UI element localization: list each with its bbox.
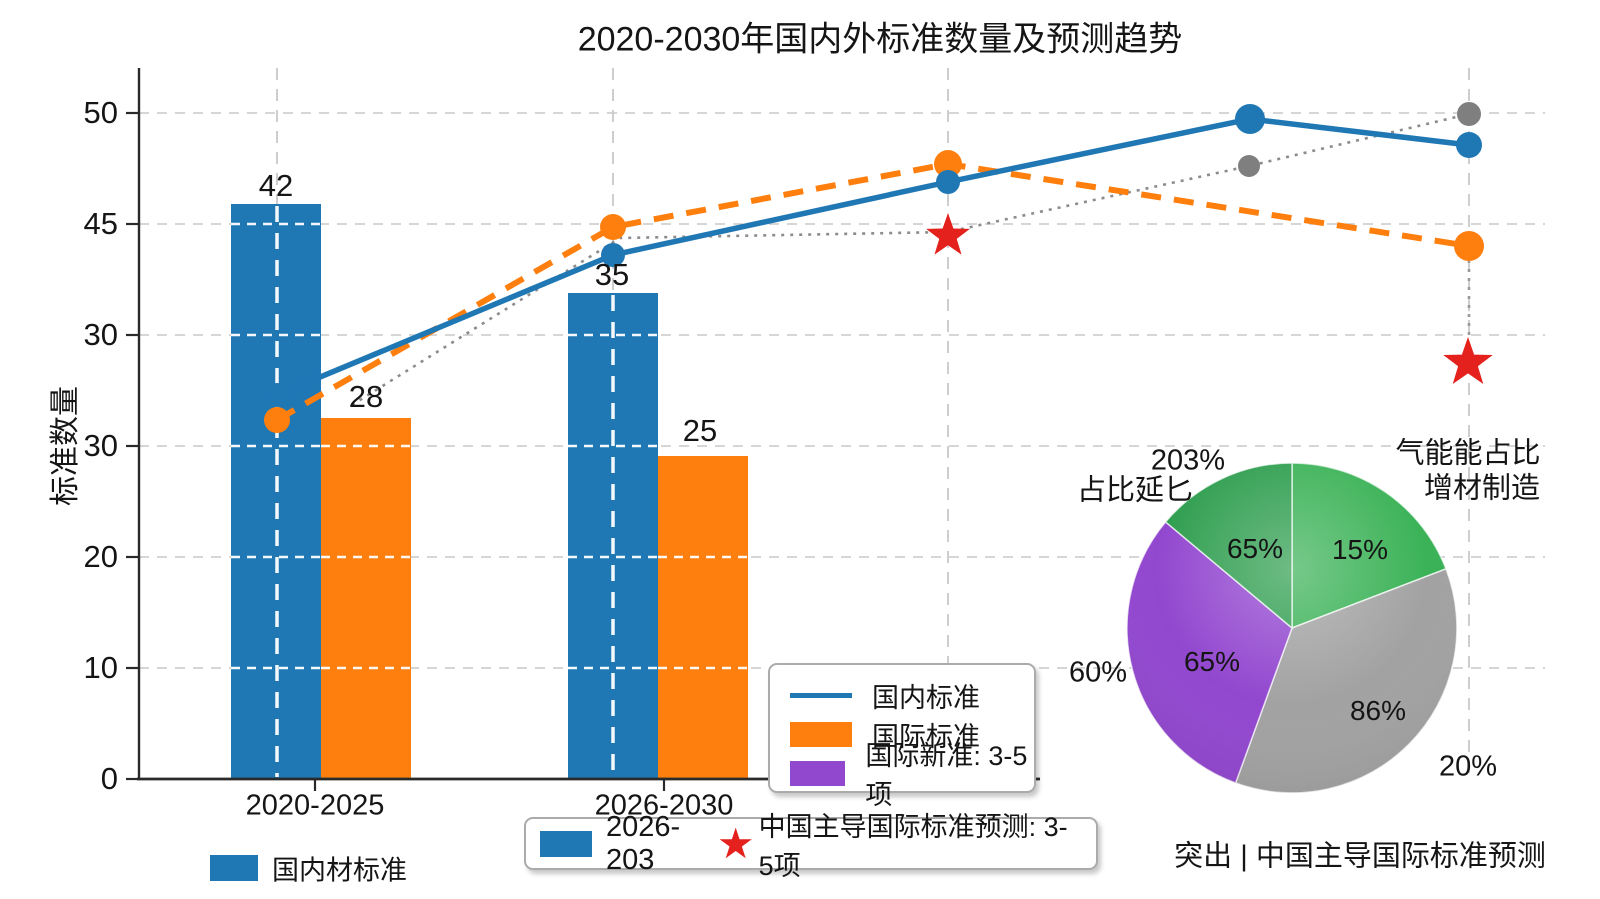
bar-value-35: 35 <box>594 257 630 293</box>
axis-ticks <box>126 111 666 791</box>
bottom-legend-label: 国内材标准 <box>272 855 407 886</box>
legend-label-international: 国际标准 <box>872 721 980 752</box>
prediction-legend-box: 2026-203 ★ 中国主导国际标准预测: 3-5项 <box>524 811 1098 881</box>
prediction-legend-label: 中国主导国际标准预测: 3-5项 <box>758 811 1068 881</box>
pie-callout-60: 60% <box>1068 656 1128 689</box>
bar-international-2020 <box>321 418 411 779</box>
chart-title: 2020-2030年国内外标准数量及预测趋势 <box>577 20 1183 59</box>
legend-item-international: 国际标准 <box>790 716 1034 752</box>
bar-center-dashes <box>275 206 615 777</box>
pie-callout-tr-line2: 增材制造 <box>1423 472 1541 505</box>
star-icon: ★ <box>716 819 755 867</box>
pie-callout-20: 20% <box>1438 750 1498 783</box>
y-axis-label: 标准数量 <box>49 386 82 506</box>
y-tick-20: 20 <box>83 539 118 574</box>
international-line <box>275 160 1470 423</box>
bottom-legend-swatch <box>210 855 258 881</box>
domestic-line <box>275 116 1470 398</box>
prediction-legend-range: 2026-203 <box>606 810 681 876</box>
legend-swatch-orange-rect <box>790 721 852 747</box>
gray-markers <box>1238 102 1481 177</box>
y-tick-45: 45 <box>83 206 118 241</box>
pie-shine-overlay <box>1127 463 1457 793</box>
pie-caption: 突出 | 中国主导国际标准预测 <box>1174 840 1546 873</box>
bar-value-42: 42 <box>258 168 294 204</box>
star-marker-1 <box>926 213 970 255</box>
star-marker-2 <box>1443 337 1493 385</box>
bar-international-2026 <box>658 456 748 779</box>
legend-swatch-blue-line <box>790 692 852 698</box>
x-tick-2026-2030: 2026-2030 <box>594 789 734 822</box>
legend-label-new-standard: 国际新准: 3-5项 <box>865 741 1028 810</box>
y-tick-10: 10 <box>83 650 118 685</box>
pie-label-green-right: 15% <box>1331 533 1389 565</box>
bar-value-28: 28 <box>348 379 384 415</box>
legend-swatch-purple-rect <box>790 760 846 786</box>
y-tick-50: 50 <box>83 95 118 130</box>
pie-callout-zhanbi: 占比延匕 <box>1076 474 1194 507</box>
x-tick-2020-2025: 2020-2025 <box>245 789 385 822</box>
legend-label-domestic: 国内标准 <box>872 682 980 713</box>
legend-box: 国内标准 国际标准 国际新准: 3-5项 <box>768 663 1036 810</box>
bar-domestic-2026 <box>568 293 658 779</box>
blue-markers <box>265 104 1482 407</box>
pie-label-green-left: 65% <box>1226 532 1284 564</box>
y-tick-0: 0 <box>100 761 118 796</box>
pie-callout-203: 203% <box>1150 444 1226 477</box>
prediction-legend-swatch <box>540 830 592 857</box>
gray-trend-line <box>351 112 1470 407</box>
y-tick-30b: 30 <box>83 428 118 463</box>
pie-callout-tr-line1: 气能能占比 <box>1395 437 1541 470</box>
legend-item-new-standard: 国际新准: 3-5项 <box>790 741 1034 810</box>
y-tick-30a: 30 <box>83 317 118 352</box>
legend-item-domestic: 国内标准 <box>790 677 1034 713</box>
orange-markers <box>264 150 1484 433</box>
pie-label-gray: 86% <box>1349 694 1407 726</box>
pie-label-purple: 65% <box>1183 645 1241 677</box>
bar-value-25: 25 <box>682 413 718 449</box>
